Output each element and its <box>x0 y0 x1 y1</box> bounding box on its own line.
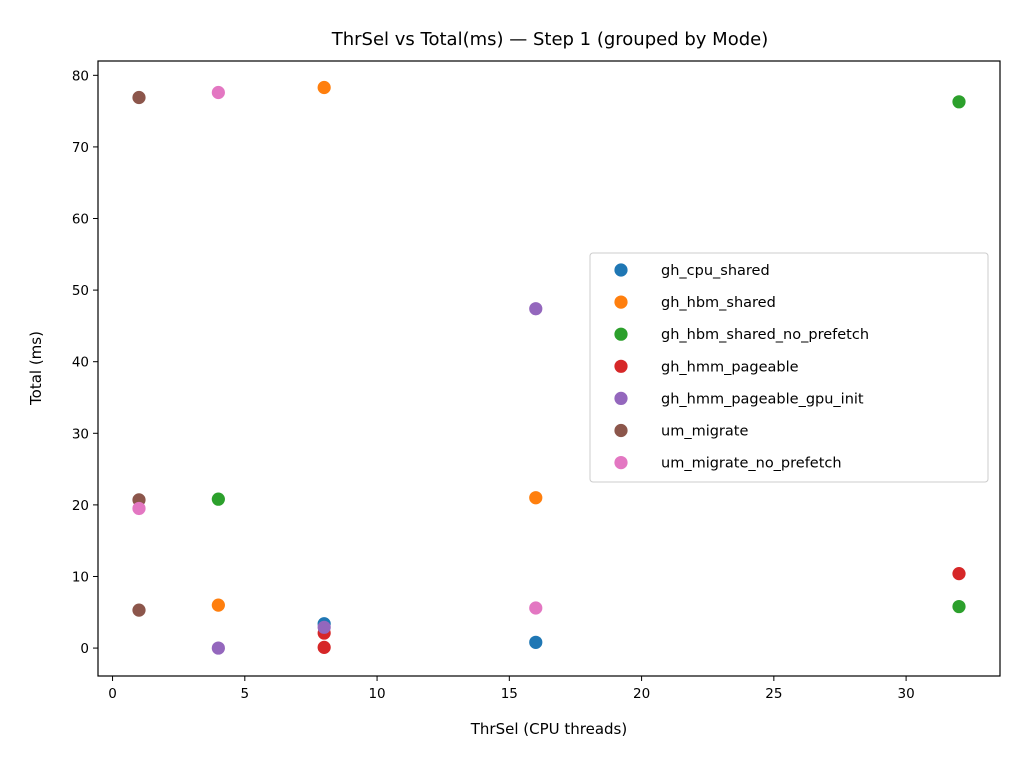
data-point-gh-hbm-shared <box>317 80 331 95</box>
chart-title: ThrSel vs Total(ms) — Step 1 (grouped by… <box>331 29 768 50</box>
data-point-gh-hmm-pageable-gpu-init <box>211 641 225 655</box>
x-tick-label: 15 <box>501 686 518 702</box>
data-point-gh-hmm-pageable-gpu-init <box>317 620 331 634</box>
x-tick-label: 25 <box>765 686 782 702</box>
data-point-gh-hbm-shared <box>211 598 225 612</box>
legend-label: um_migrate <box>661 424 748 440</box>
x-tick-label: 30 <box>898 686 915 702</box>
y-tick-label: 50 <box>72 283 89 299</box>
x-tick-label: 20 <box>633 686 650 702</box>
legend-label: gh_cpu_shared <box>661 263 770 279</box>
data-point-gh-hmm-pageable <box>317 640 331 654</box>
data-point-gh-hmm-pageable-gpu-init <box>529 302 543 316</box>
data-point-gh-hbm-shared-no-prefetch <box>952 95 966 109</box>
y-tick-label: 0 <box>80 641 89 657</box>
x-axis-label: ThrSel (CPU threads) <box>470 720 627 738</box>
y-tick-label: 80 <box>72 68 89 84</box>
x-tick-label: 5 <box>241 686 250 702</box>
data-point-um-migrate-no-prefetch <box>132 501 146 516</box>
plot-area-frame <box>97 60 1001 677</box>
data-point-gh-hbm-shared-no-prefetch <box>952 599 966 614</box>
data-point-gh-hbm-shared <box>529 491 543 505</box>
data-point-um-migrate-no-prefetch <box>211 85 225 100</box>
legend-marker <box>614 423 628 438</box>
legend-marker <box>614 456 628 470</box>
y-tick-label: 70 <box>72 140 89 156</box>
y-tick-label: 30 <box>72 426 89 442</box>
data-points <box>132 80 966 655</box>
data-point-um-migrate <box>132 90 146 105</box>
x-tick-label: 10 <box>368 686 385 702</box>
legend-marker <box>614 391 628 405</box>
legend-marker <box>614 263 628 277</box>
legend-marker <box>614 295 628 309</box>
legend-marker <box>614 359 628 373</box>
legend-frame <box>589 252 989 483</box>
y-axis-label: Total (ms) <box>27 331 45 406</box>
data-point-gh-cpu-shared <box>529 635 543 649</box>
data-point-um-migrate <box>132 603 146 617</box>
data-point-gh-hbm-shared-no-prefetch <box>211 492 225 506</box>
x-tick-label: 0 <box>108 686 117 702</box>
legend-label: gh_hbm_shared_no_prefetch <box>661 327 869 343</box>
y-tick-label: 40 <box>72 355 89 371</box>
legend-label: um_migrate_no_prefetch <box>661 456 842 472</box>
legend-label: gh_hmm_pageable <box>661 359 799 375</box>
legend-marker <box>614 327 628 341</box>
y-tick-label: 20 <box>72 498 89 514</box>
axis-ticks: 0 5 10 15 20 25 30 0 10 20 30 40 50 60 70 80 <box>72 68 915 702</box>
data-point-um-migrate-no-prefetch <box>529 601 543 615</box>
data-point-gh-hmm-pageable <box>952 567 966 581</box>
legend-label: gh_hmm_pageable_gpu_init <box>661 391 864 407</box>
y-tick-label: 60 <box>72 212 89 228</box>
y-tick-label: 10 <box>72 569 89 585</box>
legend: gh_cpu_shared gh_hbm_shared gh_hbm_shared_… <box>589 252 989 483</box>
legend-label: gh_hbm_shared <box>661 295 776 311</box>
